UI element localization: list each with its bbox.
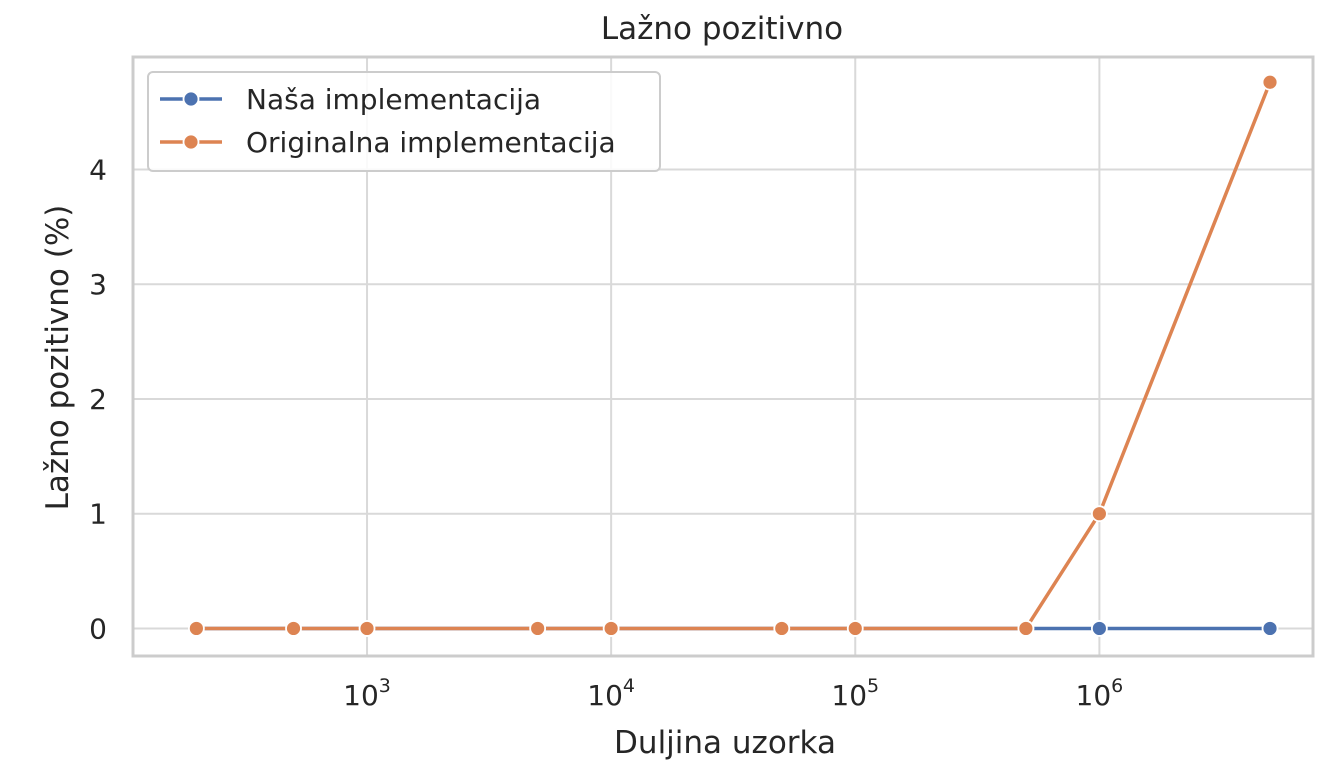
x-tick-label: 105	[831, 675, 879, 712]
x-tick-base: 10	[587, 679, 623, 712]
data-point	[602, 620, 620, 637]
x-tick-base: 10	[343, 679, 379, 712]
data-point	[846, 620, 864, 637]
x-tick-exponent: 6	[1111, 675, 1123, 697]
legend: Naša implementacija Originalna implementa…	[147, 71, 661, 172]
data-point	[1261, 620, 1279, 637]
x-tick-base: 10	[1076, 679, 1112, 712]
data-point	[773, 620, 791, 637]
data-point	[1017, 620, 1035, 637]
x-tick-label: 104	[587, 675, 635, 712]
legend-marker	[182, 90, 200, 108]
x-axis-label: Duljina uzorka	[614, 725, 836, 761]
legend-label: Originalna implementacija	[246, 126, 616, 159]
x-tick-label: 106	[1076, 675, 1124, 712]
data-point	[1090, 505, 1108, 523]
legend-item: Naša implementacija	[160, 83, 541, 116]
x-tick-label: 103	[343, 675, 391, 712]
x-tick-exponent: 3	[379, 675, 391, 697]
x-tick-exponent: 4	[623, 675, 635, 697]
data-point	[1261, 73, 1279, 91]
data-point	[285, 620, 302, 637]
y-tick-label: 4	[89, 153, 107, 186]
legend-item: Originalna implementacija	[160, 126, 616, 159]
legend-label: Naša implementacija	[246, 83, 541, 116]
chart-title: Lažno pozitivno	[601, 11, 843, 47]
y-axis-ticks: 0 1 2 3 4	[89, 153, 107, 645]
y-axis-label: Lažno pozitivno (%)	[40, 205, 76, 511]
data-point	[529, 620, 547, 637]
y-tick-label: 1	[89, 498, 107, 531]
data-point	[187, 620, 205, 637]
data-point	[358, 620, 376, 637]
plot-series	[187, 73, 1279, 637]
legend-marker	[182, 133, 200, 151]
y-tick-label: 0	[89, 612, 107, 645]
x-tick-base: 10	[831, 679, 867, 712]
series-originalna-implementacija	[187, 73, 1279, 637]
plot-frame	[131, 55, 1315, 658]
legend-box	[147, 71, 661, 172]
y-tick-label: 2	[89, 383, 107, 416]
y-tick-label: 3	[89, 268, 107, 301]
data-point	[1090, 620, 1108, 637]
x-tick-exponent: 5	[867, 675, 879, 697]
series-line	[196, 81, 1272, 631]
x-axis-ticks: 103 104 105 106	[343, 675, 1123, 712]
